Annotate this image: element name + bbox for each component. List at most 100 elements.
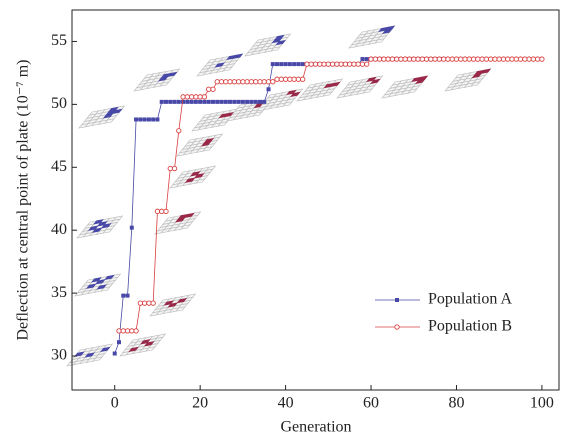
data-point bbox=[296, 62, 301, 67]
data-point bbox=[151, 117, 156, 122]
data-point bbox=[292, 62, 297, 67]
data-point bbox=[198, 99, 203, 104]
data-point bbox=[214, 79, 220, 85]
plate-cell bbox=[202, 146, 213, 152]
data-point bbox=[163, 99, 168, 104]
data-point bbox=[372, 56, 378, 62]
data-point bbox=[279, 62, 284, 67]
data-point bbox=[500, 56, 507, 62]
data-point bbox=[406, 56, 413, 62]
data-point bbox=[129, 328, 135, 334]
data-point bbox=[441, 56, 447, 62]
data-point bbox=[193, 99, 198, 104]
plate-cell bbox=[370, 78, 381, 85]
data-point bbox=[304, 61, 310, 67]
plate-cell bbox=[95, 279, 106, 285]
y-tick-label: 50 bbox=[51, 95, 67, 112]
data-point bbox=[423, 56, 430, 62]
data-point bbox=[270, 79, 276, 85]
data-point bbox=[470, 56, 477, 62]
data-point bbox=[539, 56, 545, 62]
data-point bbox=[235, 79, 242, 85]
data-point bbox=[231, 79, 237, 85]
data-point bbox=[197, 94, 203, 100]
plate-icon bbox=[444, 68, 492, 92]
plate-cell bbox=[102, 113, 114, 119]
plate-cell bbox=[471, 72, 483, 79]
plate-cell bbox=[282, 101, 293, 107]
data-point bbox=[505, 56, 511, 62]
data-point bbox=[282, 76, 289, 82]
data-point bbox=[428, 56, 434, 62]
data-point bbox=[317, 61, 323, 67]
data-point bbox=[112, 351, 117, 356]
data-point bbox=[522, 56, 528, 62]
data-point bbox=[240, 79, 246, 85]
data-point bbox=[334, 61, 340, 67]
data-point bbox=[249, 99, 254, 104]
y-tick-label: 35 bbox=[51, 284, 67, 301]
data-point bbox=[266, 87, 271, 92]
plate-cell bbox=[85, 283, 97, 289]
plate-cell bbox=[290, 91, 301, 98]
x-tick-label: 80 bbox=[448, 395, 464, 412]
data-point bbox=[278, 76, 284, 82]
data-point bbox=[120, 328, 126, 334]
data-point bbox=[219, 99, 224, 104]
data-point bbox=[189, 99, 194, 104]
data-point bbox=[329, 61, 336, 67]
plate-cell bbox=[382, 28, 393, 35]
plate-cell bbox=[415, 78, 426, 85]
data-point bbox=[181, 99, 186, 104]
plate-cell bbox=[176, 297, 188, 304]
data-point bbox=[475, 56, 481, 62]
data-point bbox=[228, 99, 233, 104]
data-point bbox=[163, 208, 169, 214]
plate-cell bbox=[102, 228, 113, 234]
plate-cell bbox=[195, 178, 206, 184]
data-point bbox=[436, 56, 443, 62]
data-point bbox=[308, 61, 314, 67]
data-point bbox=[300, 62, 305, 67]
data-point bbox=[325, 61, 331, 67]
data-point bbox=[146, 117, 151, 122]
plate-icon bbox=[336, 75, 384, 99]
plate-cell bbox=[322, 91, 333, 97]
plate-cell bbox=[157, 76, 169, 82]
plate-icon bbox=[74, 273, 122, 297]
data-point bbox=[458, 56, 464, 62]
plate-cell bbox=[407, 88, 418, 94]
x-tick-label: 100 bbox=[530, 395, 554, 412]
data-point bbox=[202, 99, 207, 104]
data-point bbox=[245, 99, 250, 104]
data-point bbox=[351, 61, 357, 67]
data-point bbox=[517, 56, 524, 62]
data-point bbox=[168, 99, 173, 104]
data-point bbox=[244, 79, 250, 85]
data-point bbox=[364, 61, 370, 67]
plate-cell bbox=[214, 62, 226, 68]
data-point bbox=[206, 99, 211, 104]
data-point bbox=[223, 99, 228, 104]
plate-cell bbox=[159, 81, 170, 87]
x-tick-label: 0 bbox=[111, 395, 119, 412]
data-point bbox=[364, 57, 369, 62]
data-point bbox=[232, 99, 237, 104]
data-point bbox=[137, 300, 144, 306]
plate-icon bbox=[78, 105, 126, 129]
data-point bbox=[419, 56, 425, 62]
plate-cell bbox=[92, 356, 103, 362]
data-point bbox=[223, 79, 229, 85]
plate-cell bbox=[143, 341, 155, 347]
data-point bbox=[312, 61, 319, 67]
data-point bbox=[338, 61, 344, 67]
data-point bbox=[180, 94, 186, 100]
x-axis-label: Generation bbox=[280, 419, 351, 436]
data-point bbox=[432, 56, 438, 62]
data-point bbox=[184, 94, 190, 100]
plate-cell bbox=[145, 346, 156, 352]
data-point bbox=[526, 56, 532, 62]
data-point bbox=[466, 56, 472, 62]
data-point bbox=[134, 117, 139, 122]
